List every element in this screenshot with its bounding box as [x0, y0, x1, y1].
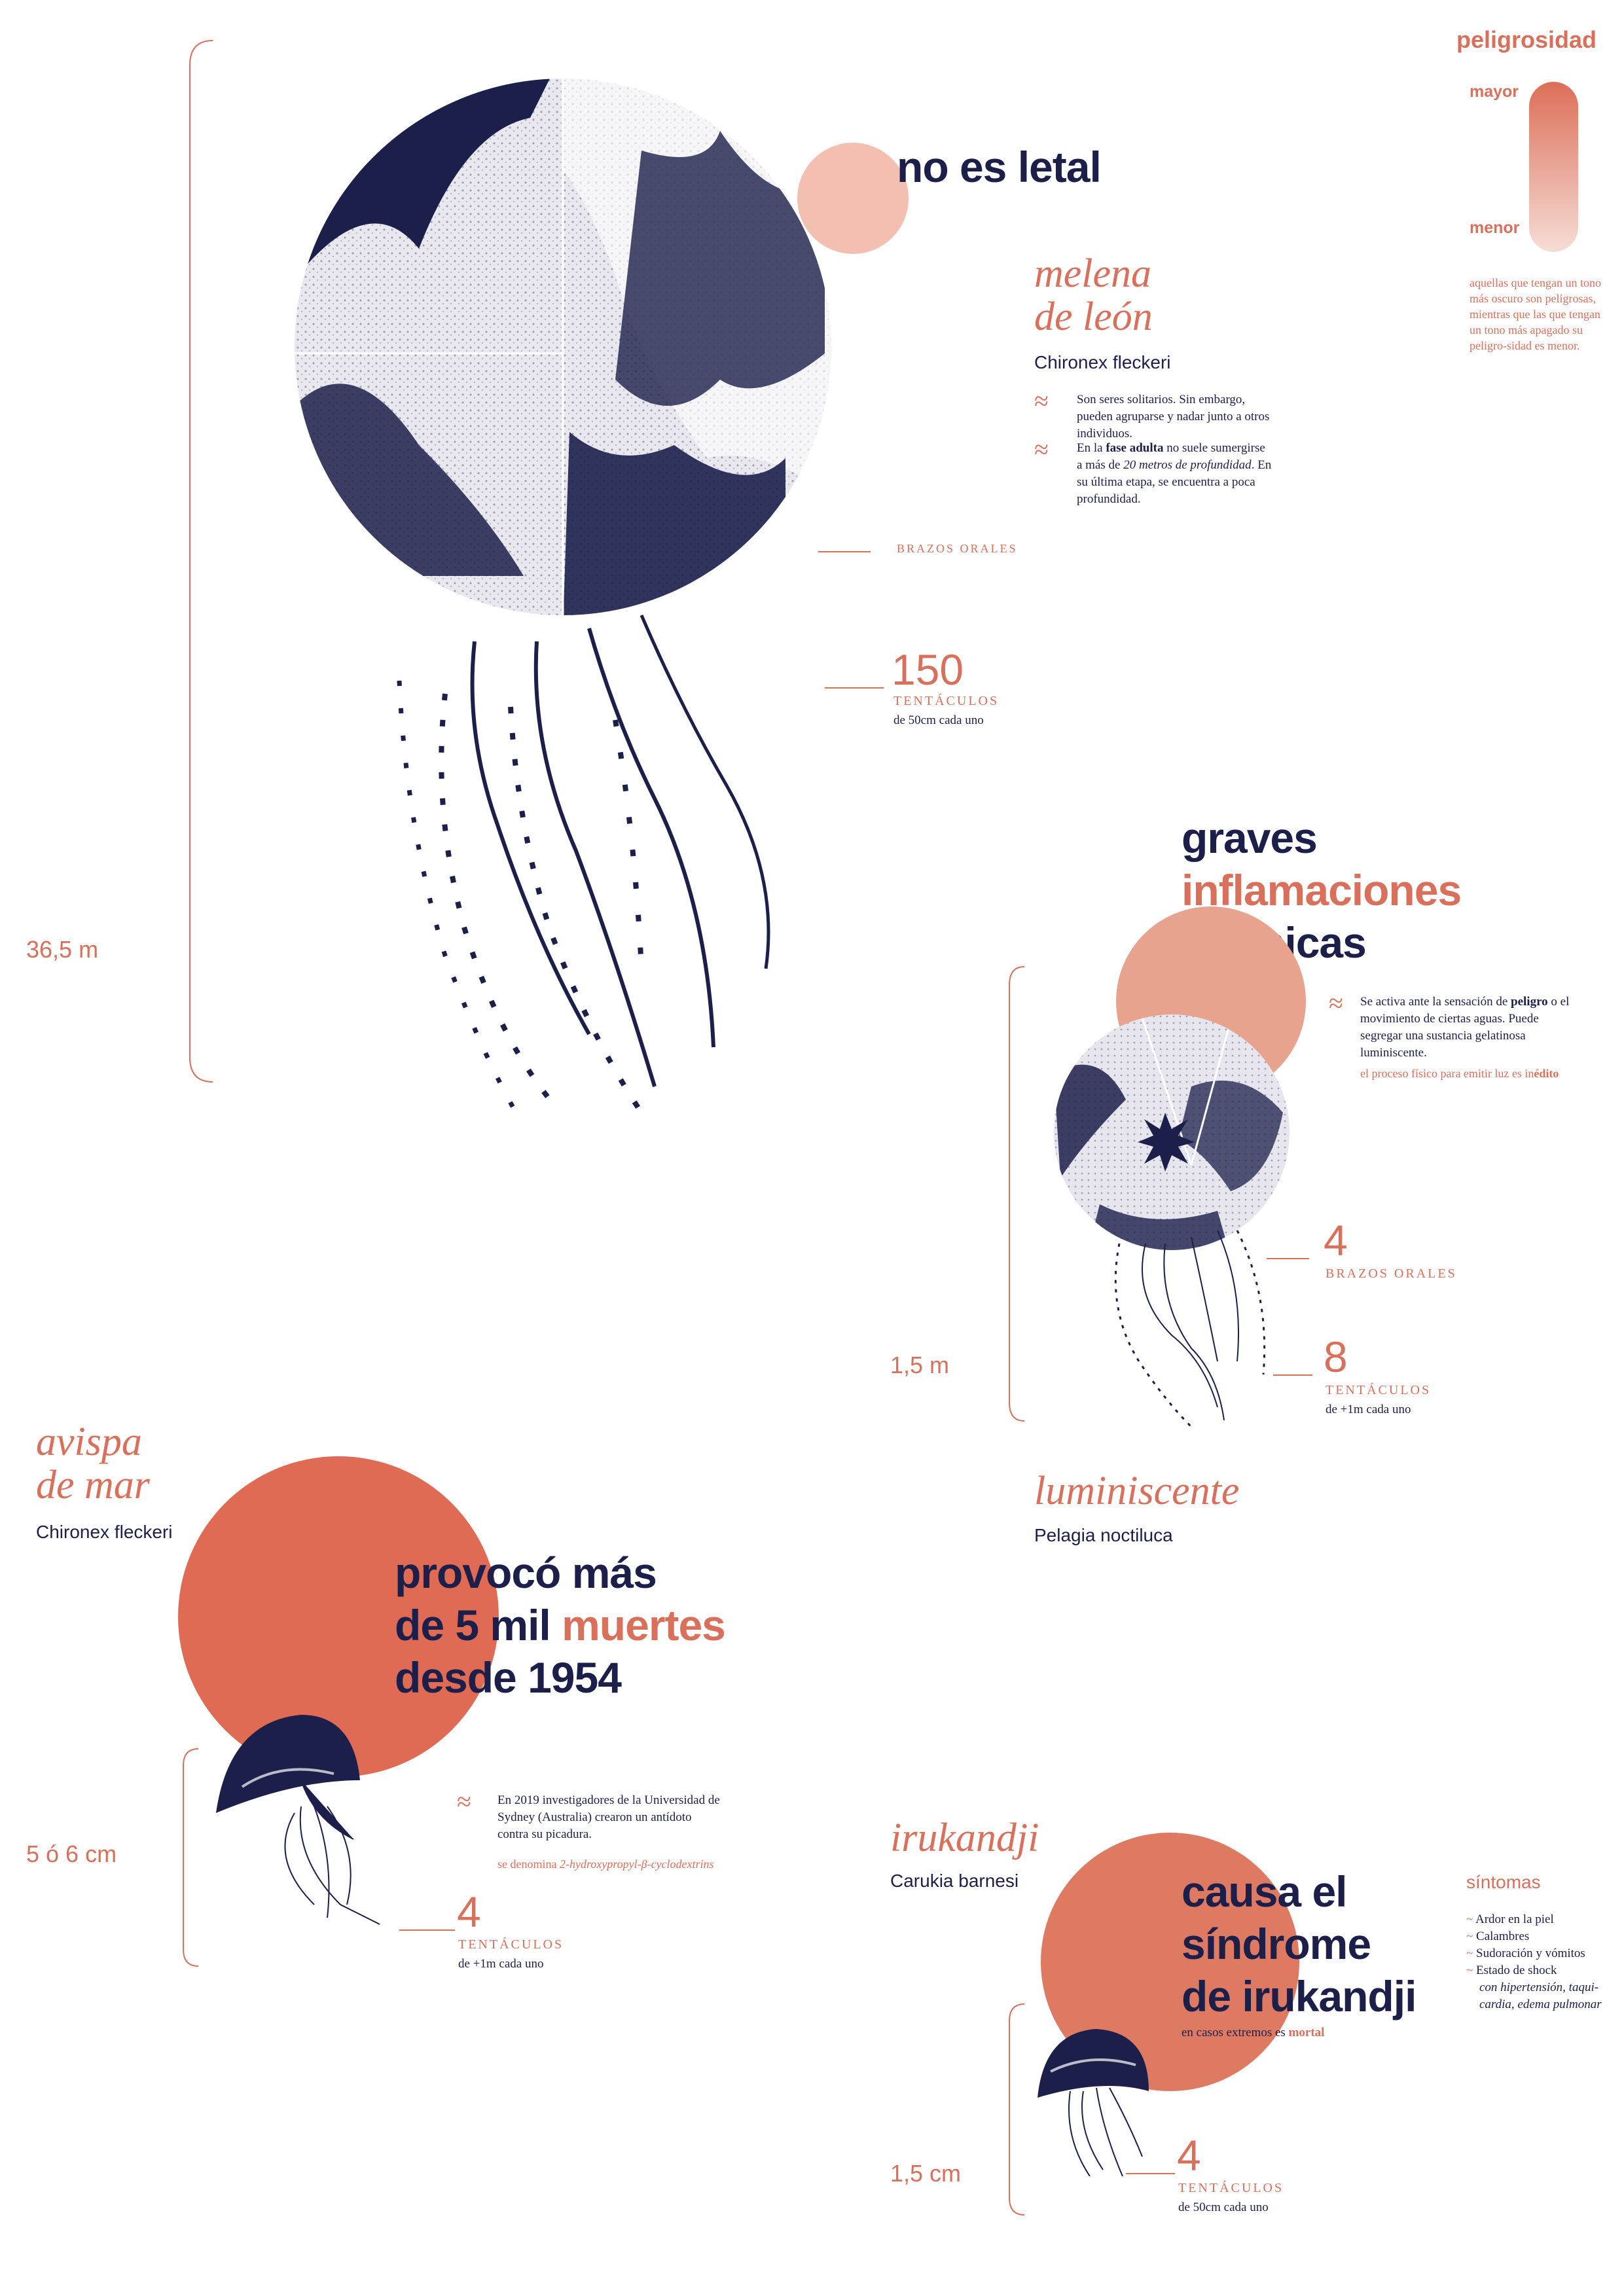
- melena-name-line2: de león: [1034, 295, 1153, 339]
- melena-tentacles-label: TENTÁCULOS: [893, 694, 1000, 708]
- size-label-avispa: 5 ó 6 cm: [26, 1840, 117, 1867]
- luminiscente-tentacles-label: TENTÁCULOS: [1326, 1383, 1432, 1397]
- avispa-note: se denomina 2-hydroxypropyl-β-cyclodextr…: [497, 1857, 714, 1871]
- irukandji-name: irukandji: [890, 1816, 1039, 1860]
- danger-gradient-bar: [1529, 82, 1578, 252]
- irukandji-tentacles-label: TENTÁCULOS: [1178, 2181, 1284, 2195]
- symptoms-title: síntomas: [1466, 1872, 1541, 1892]
- avispa-tentacles-detail: de +1m cada uno: [458, 1957, 544, 1971]
- luminiscente-jellyfish-illustration: [1054, 906, 1306, 1428]
- size-bracket-avispa: [183, 1748, 199, 1967]
- headline-line: causa el: [1182, 1867, 1348, 1916]
- melena-name-line1: melena: [1034, 251, 1152, 296]
- luminiscente-arms-label: BRAZOS ORALES: [1326, 1266, 1457, 1281]
- symptom-item: ~ Calambres: [1466, 1929, 1530, 1943]
- star-icon: [1138, 1113, 1195, 1172]
- symptom-item: ~ Estado de shock: [1466, 1964, 1557, 1977]
- headline-line: graves: [1182, 814, 1318, 862]
- headline-line: inflamaciones: [1182, 866, 1462, 914]
- headline-line: desde 1954: [395, 1653, 622, 1702]
- symptom-detail: con hipertensión, taqui-cardia, edema pu…: [1479, 1981, 1602, 2011]
- pointer-line: [825, 687, 884, 689]
- luminiscente-fact: Se activa ante la sensación de peligro o…: [1360, 995, 1570, 1060]
- legend-description: aquellas que tengan un tono más oscuro s…: [1470, 276, 1601, 352]
- danger-dot-avispa: [178, 1456, 499, 1777]
- melena-scientific: Chironex fleckeri: [1034, 352, 1171, 372]
- size-bracket-irukandji: [1009, 2003, 1025, 2215]
- avispa-name-line1: avispa: [36, 1420, 142, 1464]
- fact-marker-icon: ≈: [1034, 386, 1049, 416]
- size-label-irukandji: 1,5 cm: [890, 2160, 962, 2187]
- luminiscente-tentacles-detail: de +1m cada uno: [1326, 1403, 1411, 1416]
- luminiscente-tentacles-number: 8: [1324, 1333, 1348, 1381]
- melena-fact-1: Son seres solitarios. Sin embargo, puede…: [1077, 393, 1270, 440]
- headline-line: síndrome: [1182, 1920, 1371, 1968]
- size-bracket-luminiscente: [1009, 966, 1025, 1422]
- headline-line: provocó más: [395, 1549, 657, 1597]
- symptom-item: ~ Ardor en la piel: [1466, 1912, 1554, 1926]
- luminiscente-scientific: Pelagia noctiluca: [1034, 1525, 1173, 1545]
- avispa-name-line2: de mar: [36, 1463, 150, 1507]
- pointer-line: [1273, 1374, 1312, 1376]
- melena-headline: no es letal: [897, 143, 1102, 191]
- irukandji-note: en casos extremos es mortal: [1182, 2026, 1325, 2039]
- avispa-tentacles-number: 4: [457, 1888, 481, 1936]
- avispa-name: avispa de mar: [36, 1420, 150, 1507]
- luminiscente-note: el proceso físico para emitir luz es iné…: [1360, 1067, 1559, 1080]
- avispa-tentacles-label: TENTÁCULOS: [458, 1937, 564, 1952]
- fact-marker-icon: ≈: [1329, 988, 1343, 1018]
- irukandji-jellyfish-illustration: [1038, 2029, 1149, 2177]
- pointer-line: [399, 1929, 455, 1931]
- irukandji-tentacles-number: 4: [1177, 2131, 1201, 2179]
- symptom-item: ~ Sudoración y vómitos: [1466, 1946, 1585, 1960]
- size-label-luminiscente: 1,5 m: [890, 1352, 950, 1378]
- headline-line: de 5 mil muertes: [395, 1601, 726, 1649]
- fact-marker-icon: ≈: [457, 1787, 471, 1816]
- fact-marker-icon: ≈: [1034, 435, 1049, 464]
- size-bracket-melena: [189, 40, 213, 1083]
- irukandji-tentacles-detail: de 50cm cada uno: [1178, 2200, 1269, 2214]
- symptoms-list: ~ Ardor en la piel ~ Calambres ~ Sudorac…: [1466, 1911, 1617, 2013]
- headline-line: de irukandji: [1182, 1972, 1416, 2020]
- size-label-melena: 36,5 m: [26, 936, 99, 963]
- pointer-line: [1126, 2173, 1175, 2174]
- irukandji-scientific: Carukia barnesi: [890, 1871, 1019, 1891]
- melena-arms-label: BRAZOS ORALES: [897, 542, 1018, 555]
- irukandji-headline: causa el síndrome de irukandji: [1182, 1865, 1416, 2022]
- avispa-fact: En 2019 investigadores de la Universidad…: [497, 1793, 720, 1841]
- avispa-jellyfish-illustration: [216, 1715, 380, 1925]
- melena-name: melena de león: [1034, 252, 1153, 338]
- danger-dot-melena: [797, 143, 909, 254]
- legend-high-label: mayor: [1470, 82, 1519, 101]
- legend-title: peligrosidad: [1456, 26, 1597, 53]
- luminiscente-arms-number: 4: [1324, 1216, 1348, 1265]
- luminiscente-name: luminiscente: [1034, 1469, 1240, 1513]
- legend-low-label: menor: [1470, 219, 1520, 237]
- avispa-scientific: Chironex fleckeri: [36, 1522, 173, 1542]
- melena-jellyfish-illustration: [295, 79, 831, 1127]
- pointer-line: [1267, 1258, 1309, 1259]
- pointer-line: [818, 551, 871, 552]
- melena-tentacles-detail: de 50cm cada uno: [893, 713, 984, 727]
- melena-fact-2: En la fase adulta no suele sumergirse a …: [1077, 441, 1272, 506]
- avispa-headline: provocó más de 5 mil muertes desde 1954: [395, 1547, 726, 1704]
- melena-tentacles-number: 150: [892, 645, 964, 694]
